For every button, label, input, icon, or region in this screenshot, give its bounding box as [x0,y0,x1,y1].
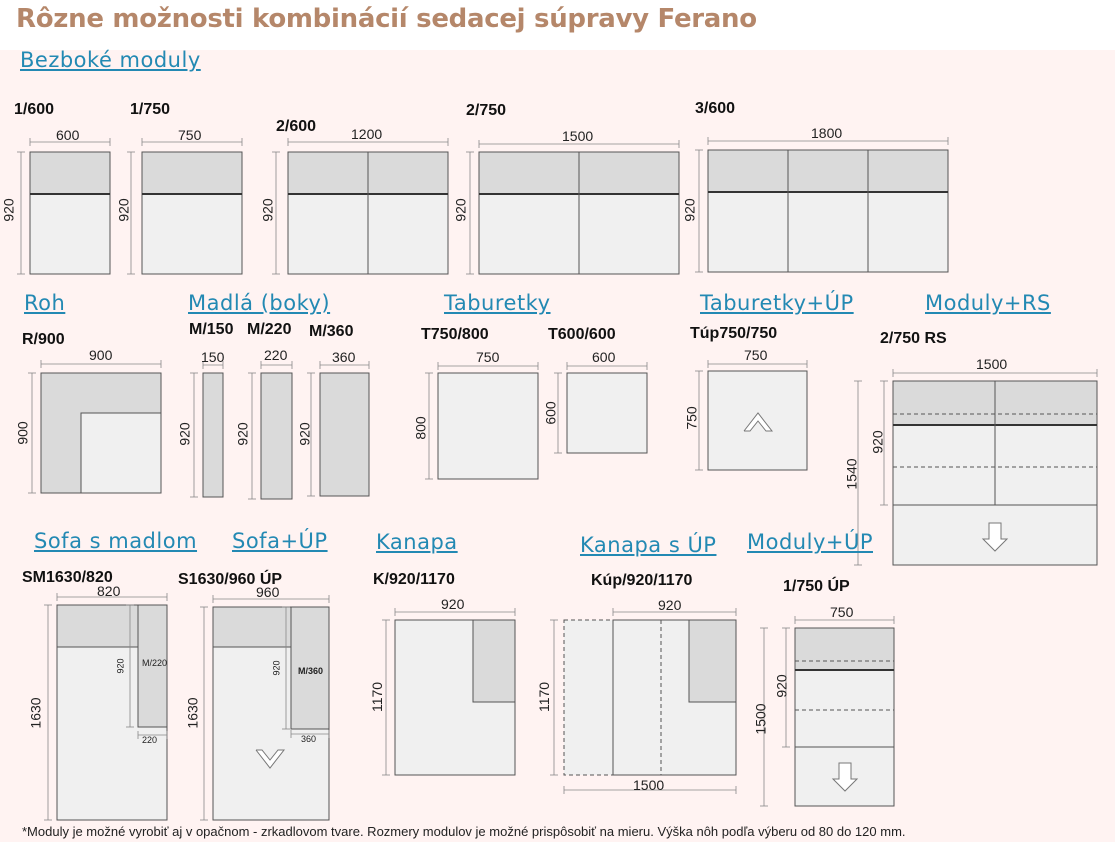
section-madla: Madlá (boky) [188,291,331,315]
top-width-dimension: 920 [658,597,682,613]
sofa-up-armrest-m360 [290,606,330,730]
armrest-m150 [202,372,224,498]
section-taburetky-up: Taburetky+ÚP [700,291,854,315]
width-dimension: 150 [201,349,225,365]
page-title: Rôzne možnosti kombinácií sedacej súprav… [16,4,757,34]
width-dimension: 750 [744,347,768,363]
section-roh: Roh [24,291,66,315]
armrest-m360 [319,372,370,497]
arrow-down-icon [831,762,859,792]
chevron-down-icon [255,749,286,769]
width-dimension: 600 [56,127,80,143]
height-dimension: 1170 [369,681,386,713]
module-code: S1630/960 ÚP [178,571,283,588]
height-dimension: 920 [296,422,313,446]
section-kanapa: Kanapa [376,530,458,554]
module-code: T750/800 [421,326,489,343]
total-height-dimension: 1540 [843,458,860,490]
bottom-width-dimension: 1500 [633,777,665,793]
arm-label: M/220 [142,658,168,668]
section-moduly-up: Moduly+ÚP [747,530,873,554]
module-backrest [707,149,949,193]
module-code: 2/750 [466,102,507,119]
kanapa-backrest [472,619,516,703]
inner-height-dimension: 920 [271,660,282,676]
chevron-up-icon [743,412,774,432]
width-dimension: 920 [441,596,465,612]
section-bezboke-moduly: Bezboké moduly [20,48,201,72]
width-dimension: 750 [178,127,202,143]
taburetka-t600 [566,372,648,454]
width-dimension: 1500 [976,356,1008,372]
width-dimension: 750 [830,604,854,620]
height-dimension: 920 [452,198,469,222]
sofa-armrest-m220 [137,604,168,728]
arm-label: M/360 [298,666,324,676]
module-up-backrest [794,627,895,671]
module-code: M/150 [189,321,234,338]
module-backrest [141,151,243,195]
armrest-m220 [260,372,293,500]
module-code: 2/600 [276,118,317,135]
section-sofa-up: Sofa+ÚP [232,529,328,553]
inner-height-dimension: 920 [869,430,886,454]
inner-height-dimension: 920 [115,658,126,674]
module-code: 3/600 [695,100,736,117]
module-code: 2/750 RS [880,330,947,347]
height-dimension: 600 [542,401,559,425]
total-height-dimension: 1630 [27,697,44,729]
width-dimension: 750 [476,349,500,365]
module-code: Kúp/920/1170 [591,572,693,589]
total-height-dimension: 1500 [752,703,769,735]
height-dimension: 1170 [536,681,553,713]
width-dimension: 220 [264,347,288,363]
module-code: 1/600 [14,101,55,118]
arm-width-dimension: 360 [301,734,317,744]
height-dimension: 800 [412,416,429,440]
section-sofa-s-madlom: Sofa s madlom [34,529,198,553]
taburetka-t750 [437,372,539,480]
arrow-down-icon [981,522,1009,552]
height-dimension: 900 [14,421,31,445]
width-dimension: 960 [256,584,280,600]
inner-height-dimension: 920 [773,674,790,698]
height-dimension: 920 [0,198,17,222]
section-kanapa-up: Kanapa s ÚP [580,533,717,557]
module-code: 1/750 ÚP [783,578,850,595]
height-dimension: 920 [234,422,251,446]
total-height-dimension: 1630 [184,697,201,729]
section-moduly-rs: Moduly+RS [925,291,1051,315]
width-dimension: 820 [97,583,121,599]
corner-seat [80,412,162,494]
module-code: Túp750/750 [690,325,778,342]
height-dimension: 920 [259,198,276,222]
module-code: 1/750 [130,101,171,118]
arm-width-dimension: 220 [142,735,158,745]
width-dimension: 900 [89,347,113,363]
height-dimension: 920 [115,198,132,222]
kanapa-up-backrest [688,619,737,703]
module-backrest [29,151,111,195]
height-dimension: 920 [176,422,193,446]
width-dimension: 1200 [351,126,383,142]
width-dimension: 360 [332,349,356,365]
width-dimension: 1800 [811,125,843,141]
section-taburetky: Taburetky [444,291,551,315]
width-dimension: 1500 [562,128,594,144]
module-code: T600/600 [548,326,616,343]
height-dimension: 750 [683,406,700,430]
module-code: K/920/1170 [373,571,455,588]
module-code: R/900 [22,331,65,348]
module-code: M/360 [309,323,354,340]
height-dimension: 920 [681,198,698,222]
module-code: SM1630/820 [22,569,113,586]
module-code: M/220 [247,321,292,338]
width-dimension: 600 [592,349,616,365]
footnote: *Moduly je možné vyrobiť aj v opačnom - … [22,824,906,839]
